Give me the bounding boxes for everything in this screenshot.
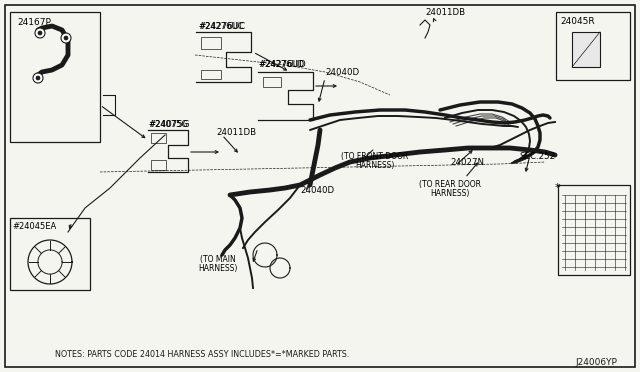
Text: (TO FRONT DOOR: (TO FRONT DOOR <box>341 152 408 161</box>
Bar <box>201 70 221 79</box>
Text: 24027N: 24027N <box>450 158 484 167</box>
Text: #24276UD: #24276UD <box>258 60 306 69</box>
Text: #24276UC: #24276UC <box>198 22 245 31</box>
Bar <box>10 12 100 142</box>
Bar <box>151 133 166 143</box>
Circle shape <box>35 28 45 38</box>
Text: SEC.252: SEC.252 <box>519 152 555 161</box>
Text: 24045R: 24045R <box>560 17 595 26</box>
Text: 24167P: 24167P <box>17 18 51 27</box>
Text: 24040D: 24040D <box>300 186 334 195</box>
Text: #24276UD: #24276UD <box>258 60 304 69</box>
Bar <box>556 12 630 80</box>
Bar <box>558 185 630 275</box>
Circle shape <box>33 73 43 83</box>
Text: (TO MAIN: (TO MAIN <box>200 255 236 264</box>
Text: 24011DB: 24011DB <box>425 8 465 17</box>
Circle shape <box>61 33 71 43</box>
Text: HARNESS): HARNESS) <box>430 189 470 198</box>
Text: HARNESS): HARNESS) <box>355 161 395 170</box>
Text: #24075G: #24075G <box>148 120 189 129</box>
Text: NOTES: PARTS CODE 24014 HARNESS ASSY INCLUDES*=*MARKED PARTS.: NOTES: PARTS CODE 24014 HARNESS ASSY INC… <box>55 350 349 359</box>
Text: J24006YP: J24006YP <box>575 358 617 367</box>
Circle shape <box>38 31 42 35</box>
Text: #24276UC: #24276UC <box>198 22 243 31</box>
Text: *: * <box>555 183 561 193</box>
Text: (TO REAR DOOR: (TO REAR DOOR <box>419 180 481 189</box>
Text: #24045EA: #24045EA <box>12 222 56 231</box>
Bar <box>572 32 600 67</box>
Text: #24075G: #24075G <box>148 120 188 129</box>
Bar <box>10 218 90 290</box>
Bar <box>201 37 221 49</box>
Text: HARNESS): HARNESS) <box>198 264 237 273</box>
Circle shape <box>36 76 40 80</box>
Text: 24040D: 24040D <box>325 68 359 77</box>
Bar <box>151 160 166 170</box>
Bar <box>263 77 281 87</box>
Circle shape <box>64 36 68 40</box>
Text: 24011DB: 24011DB <box>216 128 256 137</box>
